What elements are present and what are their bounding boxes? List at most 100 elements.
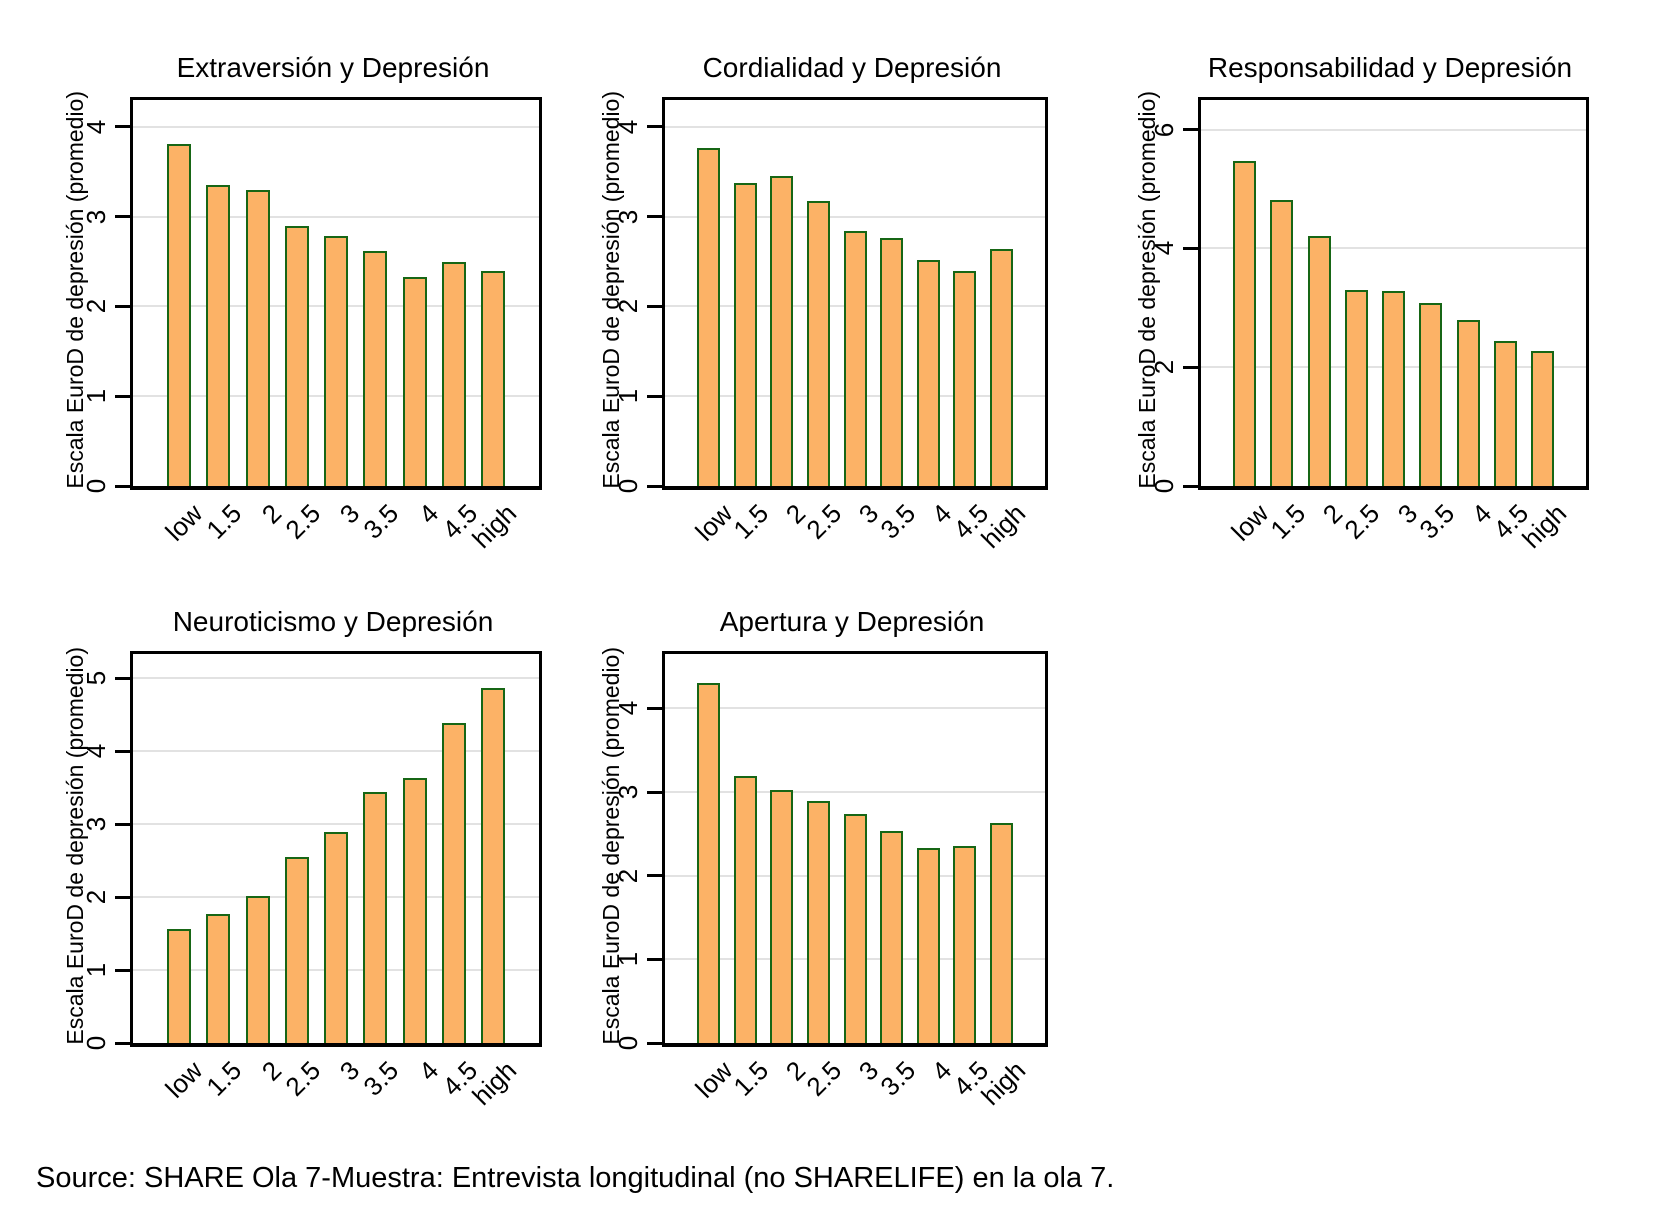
- y-tick-label: 2: [1149, 359, 1179, 375]
- y-tick-label: 2: [81, 299, 111, 314]
- y-tick-label: 0: [613, 478, 643, 494]
- y-tick-label: 1: [81, 962, 111, 978]
- y-tick-label: 2: [81, 889, 111, 905]
- chart-title: Cordialidad y Depresión: [702, 52, 1002, 83]
- y-tick-label: 4: [613, 119, 643, 135]
- chart-title: Responsabilidad y Depresión: [1207, 52, 1573, 83]
- y-tick-mark: [115, 895, 130, 899]
- y-axis-label-text: Escala EuroD de depresión (promedio): [61, 91, 88, 489]
- y-tick-label: 1: [81, 388, 111, 404]
- bar: [245, 189, 270, 486]
- y-tick-label: 1: [613, 952, 643, 967]
- bar: [733, 183, 757, 486]
- bar: [953, 270, 977, 486]
- chart-neuroticismo: Neuroticismo y Depresión Escala EuroD de…: [0, 554, 555, 1134]
- gridline: [133, 677, 539, 680]
- gridline: [1201, 247, 1586, 250]
- x-tick-label: 3.5: [874, 498, 921, 545]
- x-tick-label: high: [974, 1055, 1031, 1111]
- x-tick-label: 1.5: [727, 498, 775, 545]
- y-tick-mark: [647, 1041, 662, 1045]
- source-note: Source: SHARE Ola 7-Muestra: Entrevista …: [36, 1162, 1115, 1194]
- bar: [806, 801, 830, 1043]
- x-tick-label: 1.5: [727, 1055, 775, 1102]
- chart-apertura: Apertura y Depresión Escala EuroD de dep…: [556, 554, 1111, 1134]
- y-tick-mark: [647, 125, 662, 129]
- bar: [990, 249, 1013, 486]
- x-tick-label: 3.5: [1413, 498, 1460, 545]
- x-tick-label: high: [466, 498, 523, 554]
- bar: [697, 148, 720, 486]
- bar: [990, 823, 1013, 1043]
- y-tick-label: 4: [81, 119, 111, 135]
- x-tick-label: 2.5: [800, 498, 848, 545]
- y-tick-label: 2: [613, 868, 643, 883]
- bar: [363, 250, 388, 486]
- y-tick-label: 3: [613, 209, 643, 224]
- chart-extraversion: Extraversión y Depresión Escala EuroD de…: [0, 0, 555, 554]
- x-tick-label: high: [466, 1055, 523, 1111]
- y-tick-label: 4: [81, 743, 111, 759]
- bar: [770, 789, 794, 1043]
- bar: [880, 238, 904, 486]
- y-tick-mark: [647, 706, 662, 710]
- bar: [916, 848, 940, 1043]
- plot-area: 0 2 4 6 low 1.5 2 2.5 3 3.5 4 4.5 high: [1149, 97, 1589, 554]
- bar: [481, 270, 505, 486]
- y-tick-mark: [1183, 246, 1198, 250]
- x-tick-label: 2.5: [1338, 498, 1386, 545]
- y-axis-label-text: Escala EuroD de depresión (promedio): [597, 91, 624, 489]
- chart-title: Apertura y Depresión: [719, 606, 985, 637]
- bar: [1493, 340, 1517, 486]
- y-tick-mark: [115, 676, 130, 680]
- y-tick-label: 1: [613, 388, 643, 404]
- y-tick-label: 3: [81, 209, 111, 224]
- gridline: [133, 750, 539, 753]
- x-tick-label: 1.5: [200, 498, 248, 545]
- bar: [806, 201, 830, 486]
- y-tick-label: 6: [1149, 122, 1179, 137]
- x-tick-label: high: [1515, 498, 1572, 554]
- bar: [1419, 302, 1443, 486]
- bar: [206, 185, 231, 486]
- y-tick-mark: [115, 1041, 130, 1045]
- y-tick-mark: [647, 874, 662, 878]
- y-tick-mark: [115, 749, 130, 753]
- x-tick-label: 2.5: [279, 498, 326, 545]
- bar: [697, 683, 720, 1043]
- x-tick-label: 1.5: [200, 1055, 248, 1102]
- bar: [402, 778, 427, 1043]
- bar: [441, 722, 466, 1043]
- gridline: [1201, 128, 1586, 131]
- x-tick-label: 3.5: [357, 498, 405, 545]
- y-tick-mark: [115, 394, 130, 398]
- y-tick-mark: [647, 484, 662, 488]
- y-axis-label: Escala EuroD de depresión (promedio): [596, 91, 626, 489]
- bar: [1531, 350, 1554, 486]
- y-tick-mark: [647, 215, 662, 219]
- plot-area: 0 1 2 3 4 low 1.5 2 2.5 3 3.5 4 4.5 high: [613, 651, 1048, 1111]
- y-tick-mark: [647, 304, 662, 308]
- bar: [1270, 199, 1294, 486]
- y-tick-label: 3: [81, 816, 111, 832]
- y-tick-mark: [1183, 484, 1198, 488]
- bar: [363, 791, 388, 1043]
- y-tick-mark: [647, 394, 662, 398]
- bar: [770, 176, 794, 486]
- bar: [284, 225, 309, 486]
- y-tick-label: 0: [613, 1035, 643, 1051]
- bar: [916, 259, 940, 486]
- y-tick-label: 0: [1149, 478, 1179, 494]
- bar: [167, 144, 191, 486]
- bar: [1233, 160, 1256, 486]
- bar: [402, 276, 427, 486]
- x-tick-label: 3.5: [874, 1055, 921, 1102]
- chart-responsabilidad: Responsabilidad y Depresión Escala EuroD…: [1112, 0, 1667, 554]
- chart-title: Neuroticismo y Depresión: [172, 606, 494, 637]
- plot-area: 0 1 2 3 4 low 1.5 2 2.5 3 3.5 4 4.5 high: [613, 97, 1048, 554]
- bar: [441, 262, 466, 486]
- bar: [733, 776, 757, 1043]
- x-tick-label: 2.5: [800, 1055, 848, 1102]
- bar: [880, 831, 904, 1043]
